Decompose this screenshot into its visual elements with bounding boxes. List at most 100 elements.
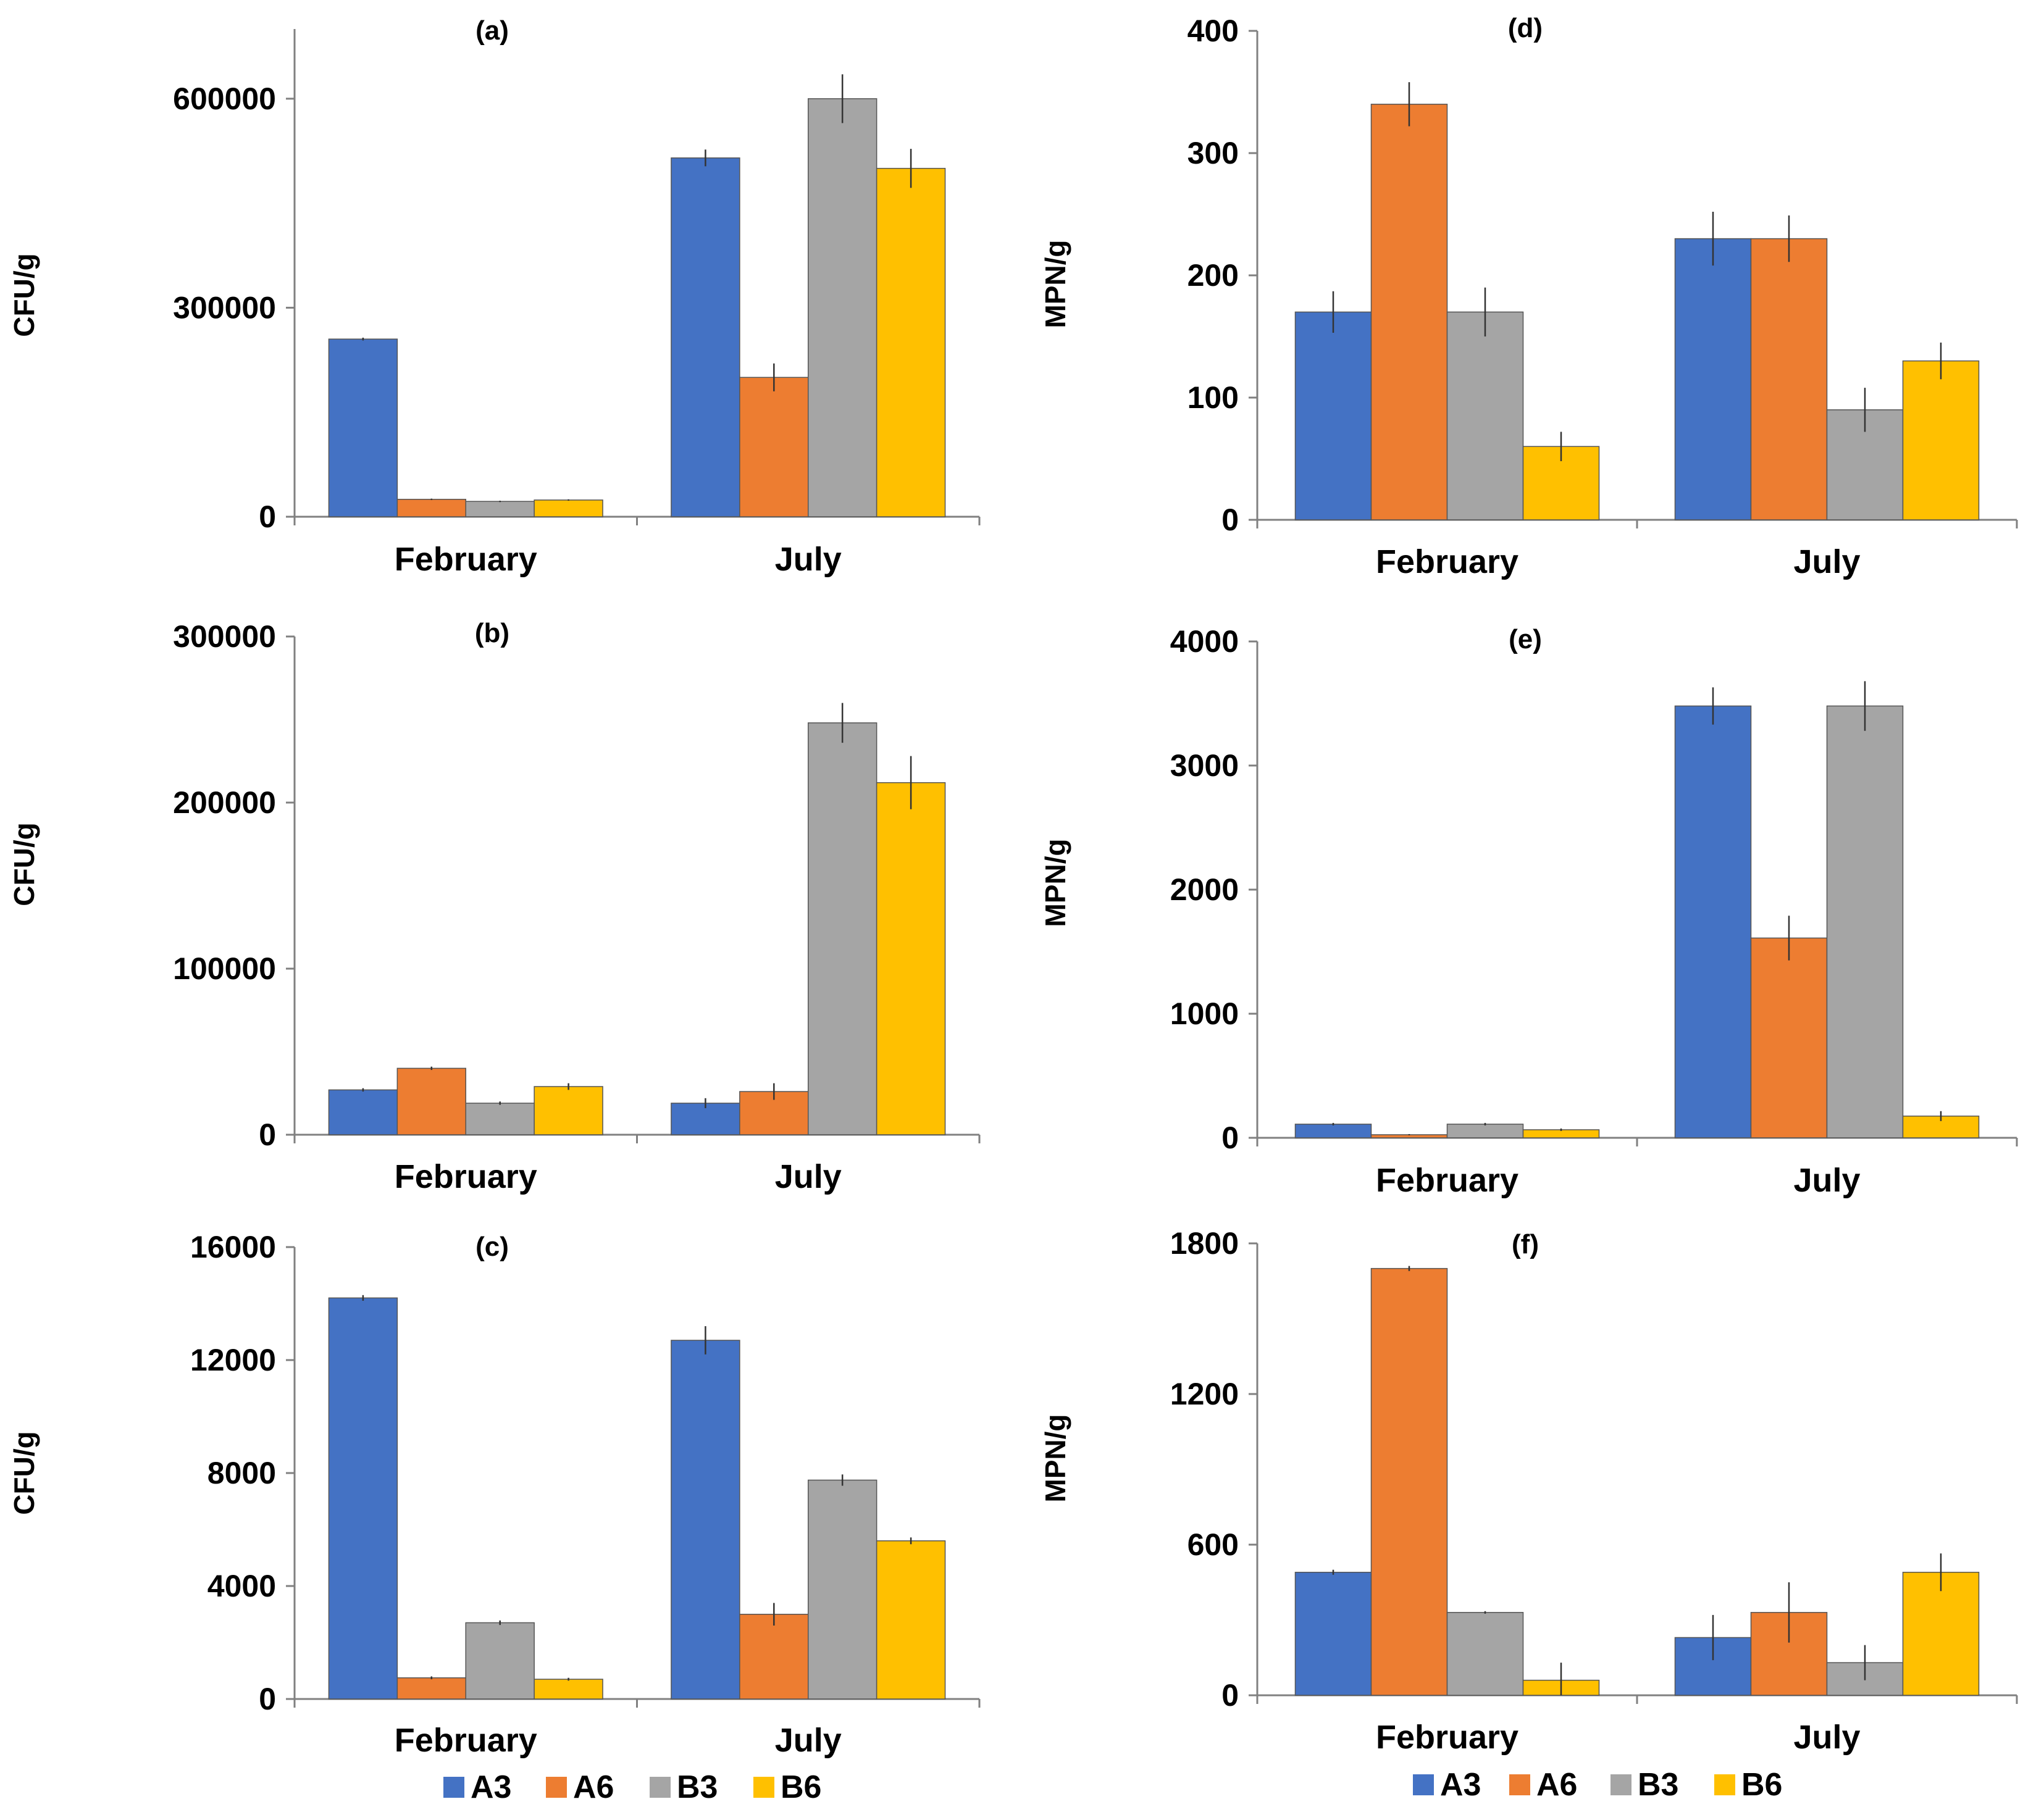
y-tick-label: 200000 <box>173 785 276 820</box>
legend-right: A3 A6 B3 B6 <box>1413 1767 1782 1803</box>
bar-a3-july <box>671 157 740 517</box>
panel-title: (b) <box>475 618 509 648</box>
y-axis-label: CFU/g <box>8 822 40 906</box>
x-category-label: July <box>1793 1719 1860 1756</box>
bar-a3-july <box>1674 238 1752 520</box>
legend-item-b6: B6 <box>753 1769 821 1805</box>
legend-left: A3 A6 B3 B6 <box>443 1769 821 1805</box>
bar-b6-february <box>534 1679 603 1700</box>
y-tick-label: 2000 <box>1170 872 1239 907</box>
legend-item-b3: B3 <box>1610 1767 1678 1803</box>
bar-a6-february <box>1370 104 1448 520</box>
y-tick-label: 0 <box>1221 503 1239 537</box>
bar-a3-february <box>328 1089 398 1135</box>
bar-b3-february <box>465 1103 535 1135</box>
bar-a6-february <box>1370 1267 1448 1696</box>
y-tick-label: 3000 <box>1170 748 1239 783</box>
legend-label-b6: B6 <box>781 1769 821 1805</box>
y-tick-label: 100 <box>1187 380 1239 415</box>
x-category-label: July <box>775 1722 842 1759</box>
panel-title: (c) <box>475 1232 509 1262</box>
legend-item-a3: A3 <box>1413 1767 1481 1803</box>
x-category-label: February <box>1376 1162 1518 1199</box>
bar-a3-july <box>1674 705 1752 1138</box>
panel-title: (d) <box>1508 13 1543 43</box>
bar-b3-july <box>1826 705 1904 1138</box>
legend-item-b3: B3 <box>650 1769 718 1805</box>
y-tick-label: 0 <box>259 1117 276 1152</box>
bar-b3-february <box>465 501 535 517</box>
x-category-label: July <box>1793 543 1860 580</box>
y-tick-label: 600000 <box>173 81 276 116</box>
bar-a6-february <box>396 499 466 517</box>
x-category-label: July <box>775 1158 842 1195</box>
bar-a6-february <box>396 1067 466 1135</box>
y-tick-label: 1000 <box>1170 996 1239 1031</box>
bar-a3-july <box>671 1340 740 1700</box>
y-axis-label: MPN/g <box>1039 1414 1071 1502</box>
bar-b6-july <box>1902 360 1980 520</box>
bar-b6-february <box>534 499 603 517</box>
y-tick-label: 12000 <box>190 1343 276 1377</box>
bar-a3-february <box>1294 1571 1372 1696</box>
legend-label-b3: B3 <box>1638 1767 1678 1803</box>
legend-swatch-a3 <box>1413 1774 1434 1795</box>
y-axis-label: CFU/g <box>8 253 40 336</box>
chart-panel-f: 0 600 1200 1800 February July (f) MPN/g <box>1039 1226 2018 1756</box>
panel-title: (a) <box>475 15 509 46</box>
panel-title: (e) <box>1509 624 1542 654</box>
bar-b3-july <box>808 722 877 1135</box>
bar-b6-july <box>876 1540 946 1700</box>
legend-label-b6: B6 <box>1741 1767 1782 1803</box>
chart-panel-a: 0 300000 600000 February July (a) CFU/g <box>8 15 981 578</box>
y-tick-label: 400 <box>1187 14 1239 48</box>
bar-a3-february <box>328 1297 398 1700</box>
legend-label-b3: B3 <box>677 1769 718 1805</box>
chart-panel-b: 0 100000 200000 300000 February July (b) CFU/g <box>8 618 981 1195</box>
legend-item-a6: A6 <box>1509 1767 1577 1803</box>
bar-b6-july <box>876 167 946 517</box>
y-tick-label: 4000 <box>207 1569 276 1603</box>
legend-item-b6: B6 <box>1714 1767 1782 1803</box>
legend-swatch-a3 <box>443 1777 464 1798</box>
legend-swatch-b6 <box>753 1777 774 1798</box>
y-axis-label: MPN/g <box>1039 838 1071 927</box>
bar-b6-july <box>876 782 946 1135</box>
y-tick-label: 300 <box>1187 136 1239 170</box>
y-tick-label: 0 <box>259 1682 276 1716</box>
legend-swatch-a6 <box>1509 1774 1530 1795</box>
y-tick-label: 100000 <box>173 951 276 986</box>
x-category-label: February <box>395 1158 537 1195</box>
x-category-label: February <box>1376 1719 1518 1756</box>
x-category-label: July <box>775 541 842 578</box>
x-category-label: February <box>395 1722 537 1759</box>
y-tick-label: 600 <box>1187 1527 1239 1562</box>
bar-b3-february <box>1446 1124 1524 1138</box>
y-axis-label: MPN/g <box>1039 240 1071 328</box>
legend-swatch-b6 <box>1714 1774 1735 1795</box>
bar-b3-july <box>808 1479 877 1700</box>
bar-a6-july <box>1750 238 1828 520</box>
legend-swatch-b3 <box>650 1777 671 1798</box>
panel-title: (f) <box>1512 1229 1539 1259</box>
legend-item-a6: A6 <box>546 1769 614 1805</box>
y-tick-label: 0 <box>1221 1121 1239 1155</box>
x-category-label: July <box>1793 1162 1860 1199</box>
bar-a6-july <box>1750 937 1828 1138</box>
y-tick-label: 8000 <box>207 1456 276 1490</box>
chart-panel-d: 0 100 200 300 400 February July (d) MPN/g <box>1039 13 2018 580</box>
x-category-label: February <box>395 541 537 578</box>
bar-b3-february <box>1446 1612 1524 1696</box>
y-tick-label: 0 <box>1221 1678 1239 1713</box>
y-tick-label: 1200 <box>1170 1377 1239 1411</box>
bar-a6-february <box>396 1677 466 1700</box>
legend-label-a3: A3 <box>471 1769 511 1805</box>
bar-b6-february <box>534 1086 603 1135</box>
y-tick-label: 16000 <box>190 1230 276 1264</box>
x-category-label: February <box>1376 543 1518 580</box>
bar-b3-february <box>1446 311 1524 520</box>
bar-b3-july <box>808 98 877 517</box>
bar-b6-july <box>1902 1571 1980 1696</box>
y-tick-label: 200 <box>1187 258 1239 293</box>
